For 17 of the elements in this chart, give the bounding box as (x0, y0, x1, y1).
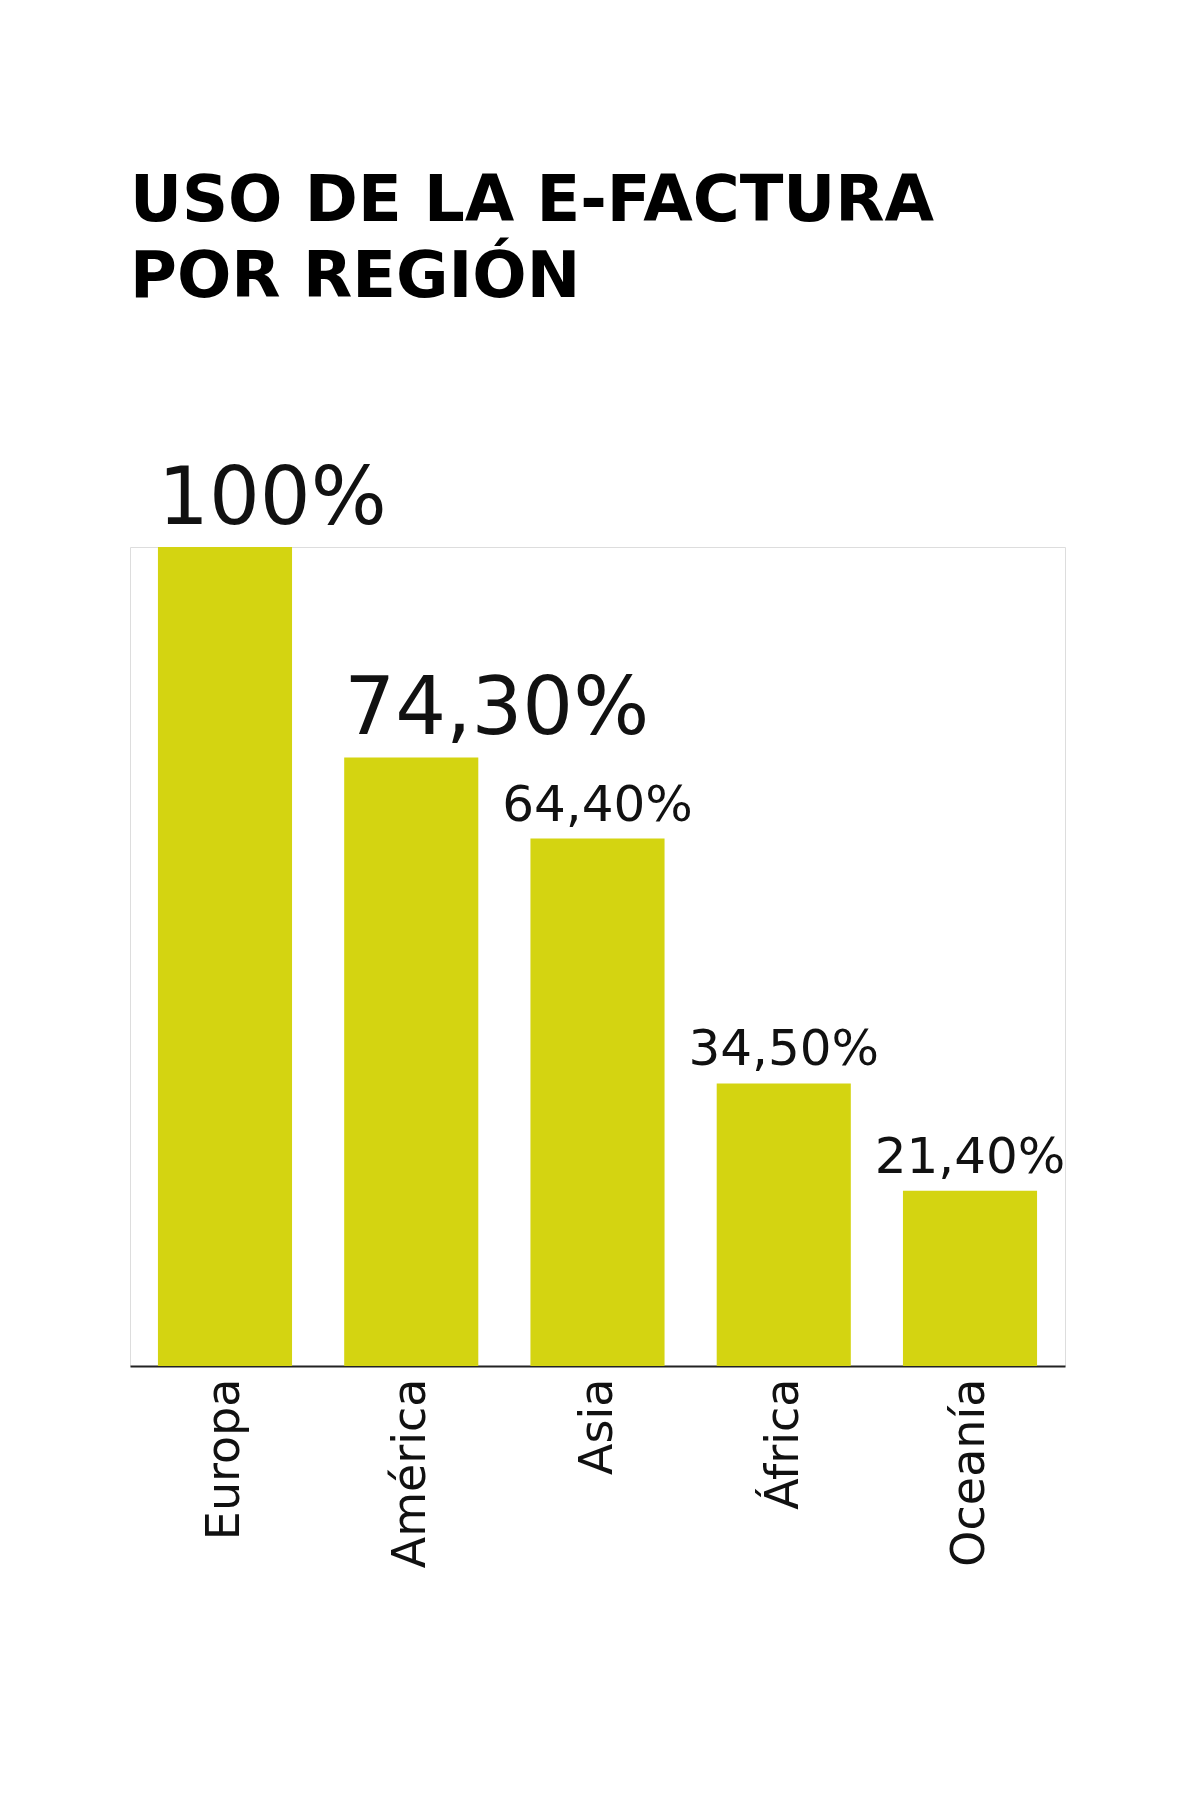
x-tick-label: África (754, 1378, 809, 1510)
data-label: 74,30% (344, 660, 650, 754)
data-label: 34,50% (688, 1019, 880, 1078)
x-tick-label: América (382, 1378, 437, 1569)
data-label: 64,40% (502, 774, 693, 833)
bar (530, 838, 665, 1366)
x-tick-label: Oceanía (941, 1378, 996, 1567)
text: USO DE LA E-FACTURA (130, 162, 935, 236)
bar (157, 547, 293, 1366)
bar (344, 757, 479, 1366)
text: POR REGIÓN (130, 238, 581, 312)
data-label: 100% (157, 450, 387, 543)
bar (716, 1083, 851, 1366)
bar (902, 1190, 1038, 1366)
x-tick-label: Europa (195, 1378, 250, 1541)
x-tick-label: Asia (568, 1378, 623, 1475)
data-label: 21,40% (874, 1126, 1066, 1185)
